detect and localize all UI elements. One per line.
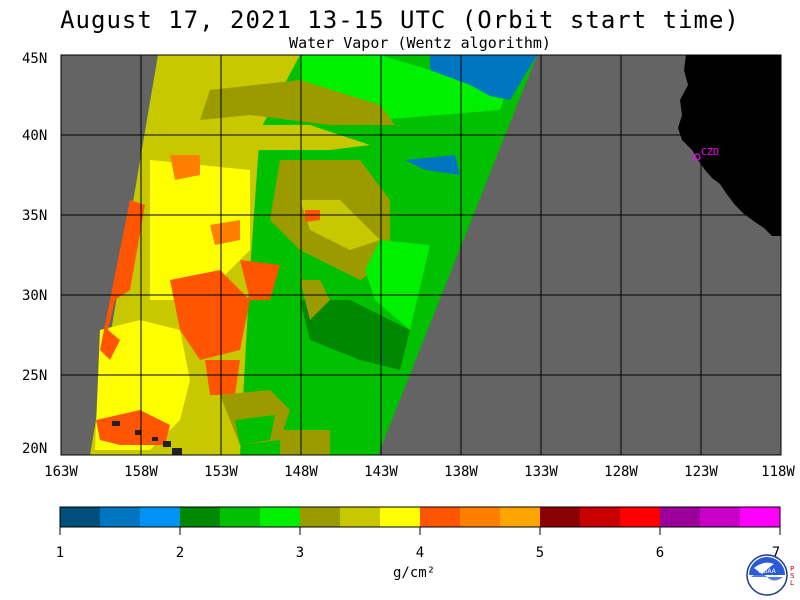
map-subtitle: Water Vapor (Wentz algorithm) xyxy=(289,34,551,52)
colorbar-swatch xyxy=(620,507,661,527)
lat-label-25n: 25N xyxy=(22,368,48,384)
colorbar-swatch xyxy=(140,507,181,527)
lon-label-158w: 158W xyxy=(124,464,158,480)
colorbar-swatch xyxy=(460,507,501,527)
lat-label-35n: 35N xyxy=(22,208,48,224)
land-mass xyxy=(678,55,781,236)
colorbar-swatch xyxy=(340,507,381,527)
map-title: August 17, 2021 13-15 UTC (Orbit start t… xyxy=(60,6,740,34)
colorbar-units: g/cm² xyxy=(393,565,436,581)
colorbar-swatch xyxy=(60,507,101,527)
lon-label-143w: 143W xyxy=(364,464,398,480)
colorbar-tick-2: 2 xyxy=(175,545,185,561)
station-label: CZD xyxy=(701,147,720,158)
colorbar-tick-7: 7 xyxy=(771,545,781,561)
lon-label-138w: 138W xyxy=(444,464,478,480)
colorbar-ticks xyxy=(59,527,781,535)
lat-label-30n: 30N xyxy=(22,288,48,304)
colorbar-swatch xyxy=(660,507,701,527)
colorbar-tick-5: 5 xyxy=(535,545,545,561)
colorbar-tick-6: 6 xyxy=(655,545,665,561)
colorbar-tick-3: 3 xyxy=(295,545,305,561)
lon-label-133w: 133W xyxy=(524,464,558,480)
lat-label-20n: 20N xyxy=(22,441,48,457)
noaa-logo-icon: NOAA xyxy=(746,554,788,596)
colorbar-swatch xyxy=(260,507,301,527)
lon-label-148w: 148W xyxy=(284,464,318,480)
station-marker xyxy=(693,153,701,161)
lon-label-163w: 163W xyxy=(44,464,78,480)
grid-lines xyxy=(61,55,781,455)
lon-label-123w: 123W xyxy=(684,464,718,480)
lon-label-118w: 118W xyxy=(761,464,795,480)
lat-label-40n: 40N xyxy=(22,128,48,144)
colorbar-swatch xyxy=(100,507,141,527)
map-frame xyxy=(60,54,782,456)
colorbar-tick-4: 4 xyxy=(415,545,425,561)
colorbar-swatch xyxy=(220,507,261,527)
colorbar-swatch xyxy=(500,507,541,527)
colorbar-swatch xyxy=(700,507,741,527)
water-vapor-swath xyxy=(90,55,537,455)
colorbar-swatch xyxy=(540,507,581,527)
colorbar-swatch xyxy=(580,507,621,527)
lon-label-128w: 128W xyxy=(604,464,638,480)
colorbar-swatch xyxy=(180,507,221,527)
hawaii-islands xyxy=(112,421,182,455)
colorbar-swatch xyxy=(740,507,781,527)
colorbar-swatch xyxy=(380,507,421,527)
lat-label-45n: 45N xyxy=(22,51,48,67)
logo-name: NOAA xyxy=(758,568,776,575)
colorbar xyxy=(60,507,781,527)
colorbar-swatch xyxy=(300,507,341,527)
colorbar-tick-1: 1 xyxy=(55,545,65,561)
lon-label-153w: 153W xyxy=(204,464,238,480)
colorbar-swatch xyxy=(420,507,461,527)
